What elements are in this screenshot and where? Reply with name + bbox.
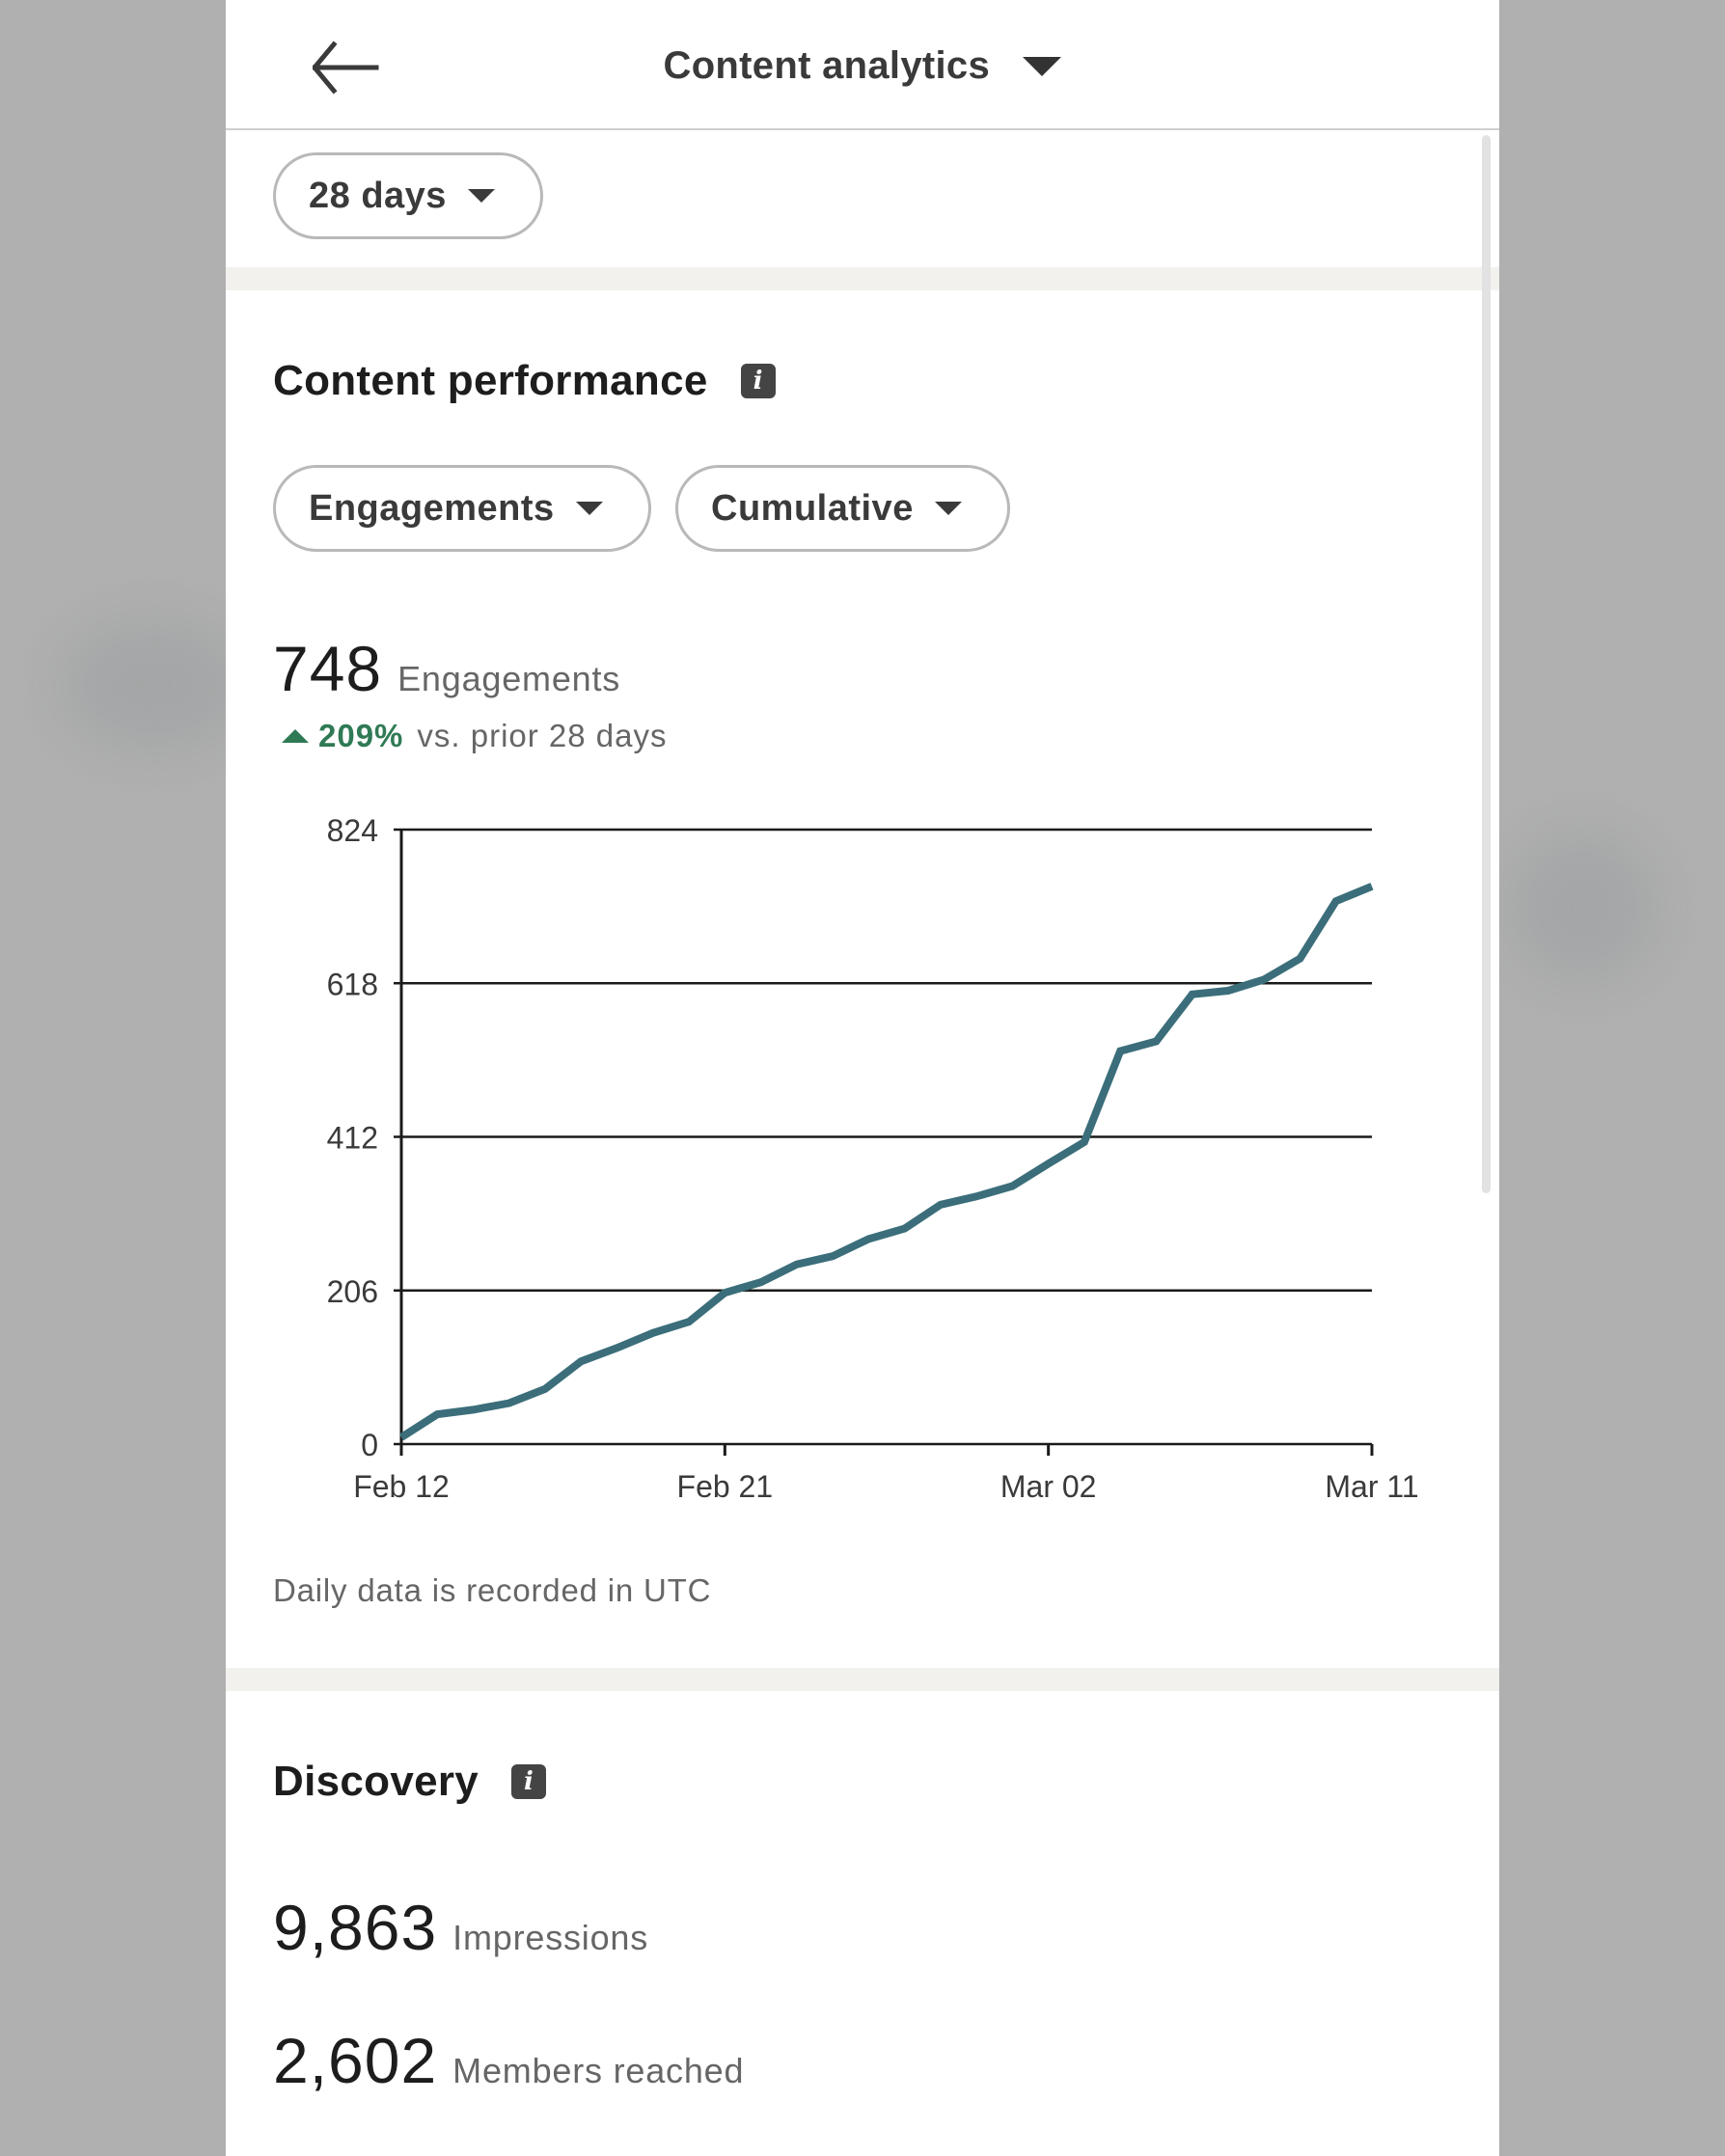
trend-up-icon: [282, 729, 309, 743]
time-range-dropdown[interactable]: 28 days: [273, 152, 543, 239]
caret-down-icon: [575, 502, 603, 515]
members-reached-stat: 2,602 Members reached: [273, 2024, 744, 2097]
page-title-dropdown[interactable]: Content analytics: [226, 44, 1499, 88]
back-button[interactable]: [311, 39, 390, 96]
engagements-total: 748 Engagements: [273, 632, 620, 705]
metric-dropdown[interactable]: Engagements: [273, 465, 651, 552]
engagements-value: 748: [273, 633, 383, 704]
x-tick-label: Mar 11: [1325, 1469, 1418, 1504]
engagements-change: 209% vs. prior 28 days: [282, 718, 668, 754]
caret-down-icon: [1023, 56, 1062, 76]
y-tick-label: 206: [327, 1274, 378, 1309]
content-performance-heading-row: Content performance i: [273, 357, 776, 405]
y-tick-label: 824: [327, 813, 378, 848]
impressions-stat: 9,863 Impressions: [273, 1891, 648, 1964]
impressions-value: 9,863: [273, 1892, 438, 1963]
scrollbar[interactable]: [1482, 135, 1491, 1193]
info-icon[interactable]: i: [511, 1764, 547, 1799]
info-icon[interactable]: i: [740, 364, 776, 398]
content-performance-heading: Content performance: [273, 357, 708, 404]
background-blur: [1505, 830, 1659, 984]
content-analytics-screen: Content analytics 28 days Content perfor…: [226, 0, 1499, 2156]
discovery-heading-row: Discovery i: [273, 1758, 547, 1806]
engagements-line-chart: 0 206 412 618 824 Feb 12 Feb 21 Mar 02 Mar 11: [327, 813, 1419, 1504]
impressions-label: Impressions: [452, 1918, 649, 1957]
section-divider: [226, 1668, 1499, 1691]
change-label: vs. prior 28 days: [417, 718, 668, 753]
background-blur: [58, 617, 251, 752]
arrow-left-icon: [311, 41, 379, 95]
engagements-line: [398, 883, 1374, 1441]
discovery-heading: Discovery: [273, 1758, 479, 1805]
engagements-label: Engagements: [397, 659, 621, 698]
mode-dropdown[interactable]: Cumulative: [675, 465, 1010, 552]
mode-dropdown-label: Cumulative: [711, 487, 914, 529]
change-percent: 209%: [318, 718, 404, 753]
x-tick-label: Feb 12: [353, 1469, 450, 1504]
top-bar: Content analytics: [226, 0, 1499, 130]
utc-footnote: Daily data is recorded in UTC: [273, 1572, 712, 1608]
members-reached-value: 2,602: [273, 2025, 438, 2096]
caret-down-icon: [934, 502, 962, 515]
x-tick-label: Feb 21: [677, 1469, 774, 1504]
members-reached-label: Members reached: [452, 2051, 745, 2090]
time-range-label: 28 days: [309, 175, 447, 216]
metric-dropdown-label: Engagements: [309, 487, 555, 529]
y-tick-label: 0: [361, 1428, 378, 1462]
y-tick-label: 412: [327, 1121, 378, 1156]
section-divider: [226, 267, 1499, 290]
y-tick-label: 618: [327, 967, 378, 1001]
x-tick-label: Mar 02: [1000, 1469, 1097, 1504]
page-title: Content analytics: [663, 44, 991, 87]
caret-down-icon: [467, 189, 495, 203]
